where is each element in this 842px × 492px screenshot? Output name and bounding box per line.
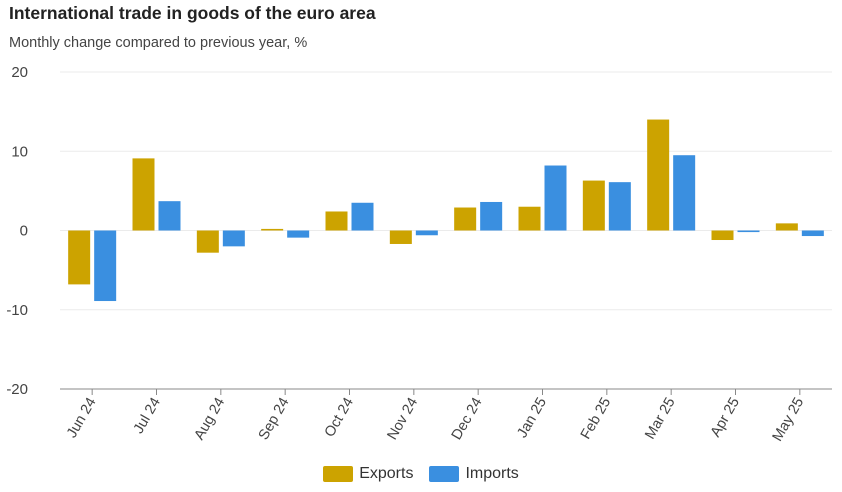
- bar-exports-mar-25: [647, 119, 670, 231]
- legend: Exports Imports: [0, 465, 842, 483]
- x-tick-label: Oct 24: [322, 395, 357, 440]
- chart-title: International trade in goods of the euro…: [9, 3, 376, 23]
- bar-chart: -20 -10 0 10 20 Jun 24 Jul 24 Aug 24 Sep 24 Oct 2…: [6, 64, 832, 444]
- y-tick-label: -20: [6, 381, 28, 398]
- y-tick-label: -10: [6, 302, 28, 319]
- x-tick-label: Jan 25: [514, 395, 550, 441]
- legend-swatch-imports: [429, 466, 460, 482]
- bar-exports-feb-25: [582, 180, 605, 231]
- bar-exports-dec-24: [454, 207, 477, 231]
- bar-imports-may-25: [801, 230, 824, 237]
- bar-imports-jan-25: [544, 165, 567, 231]
- bar-exports-oct-24: [325, 211, 348, 231]
- x-tick-label: Jun 24: [64, 395, 100, 441]
- bar-exports-may-25: [775, 223, 798, 231]
- x-tick-label: May 25: [770, 395, 808, 444]
- x-tick-label: Dec 24: [449, 395, 486, 443]
- bar-imports-apr-25: [737, 230, 760, 233]
- legend-label-imports: Imports: [465, 465, 519, 482]
- legend-label-exports: Exports: [359, 465, 414, 482]
- bar-exports-jun-24: [68, 230, 91, 285]
- x-tick-label: Aug 24: [191, 395, 228, 443]
- bar-imports-jul-24: [158, 201, 181, 231]
- x-tick-label: Feb 25: [578, 395, 614, 442]
- bar-exports-apr-25: [711, 230, 734, 241]
- legend-swatch-exports: [323, 466, 354, 482]
- bar-imports-dec-24: [480, 201, 503, 231]
- x-tick-label: Jul 24: [131, 395, 164, 437]
- x-tick-label: Apr 25: [708, 395, 743, 440]
- legend-item-exports[interactable]: Exports: [323, 465, 413, 483]
- bar-exports-sep-24: [261, 228, 284, 231]
- x-tick-label: Mar 25: [642, 395, 678, 442]
- bar-imports-jun-24: [94, 230, 117, 302]
- bar-imports-feb-25: [608, 182, 631, 231]
- bar-exports-jan-25: [518, 206, 541, 231]
- bar-imports-mar-25: [673, 155, 696, 231]
- y-tick-label: 20: [11, 64, 28, 81]
- chart-subtitle: Monthly change compared to previous year…: [9, 35, 308, 51]
- x-tick-label: Nov 24: [384, 395, 421, 443]
- y-tick-label: 0: [20, 223, 28, 240]
- bar-imports-sep-24: [287, 230, 310, 238]
- bar-imports-oct-24: [351, 202, 374, 231]
- y-tick-label: 10: [11, 143, 28, 160]
- bar-imports-nov-24: [415, 230, 438, 236]
- x-tick-label: Sep 24: [256, 395, 293, 443]
- bar-imports-aug-24: [222, 230, 245, 247]
- legend-item-imports[interactable]: Imports: [429, 465, 519, 483]
- bar-exports-jul-24: [132, 158, 155, 231]
- bar-exports-aug-24: [196, 230, 219, 253]
- bar-exports-nov-24: [389, 230, 412, 244]
